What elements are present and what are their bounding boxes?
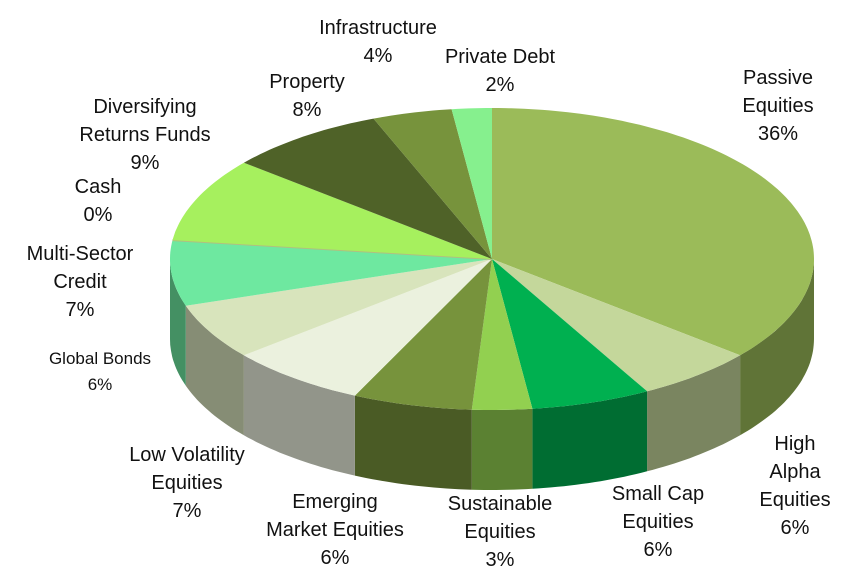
value-label: 0%	[83, 204, 113, 226]
value-label: 9%	[130, 152, 160, 174]
category-name: Diversifying Returns Funds	[79, 96, 211, 146]
slice	[243, 118, 492, 259]
value-label: 4%	[363, 45, 393, 67]
data-label: Cash 0%	[75, 173, 122, 229]
slice	[471, 259, 533, 410]
slice-side	[532, 391, 648, 489]
slice	[354, 259, 492, 410]
value-label: 6%	[320, 547, 350, 569]
value-label: 8%	[292, 99, 322, 121]
category-name: Property	[269, 71, 345, 93]
data-label: Emerging Market Equities 6%	[266, 488, 404, 572]
category-name: Low Volatility Equities	[129, 444, 245, 494]
data-label: Small Cap Equities 6%	[612, 480, 704, 564]
data-label: Private Debt 2%	[445, 43, 555, 99]
slice	[170, 240, 492, 306]
category-name: Small Cap Equities	[611, 483, 705, 533]
slice-side	[243, 355, 355, 476]
value-label: 36%	[757, 123, 799, 145]
data-label: Property 8%	[269, 68, 345, 124]
category-name: Multi-Sector Credit	[26, 243, 134, 293]
category-name: Emerging Market Equities	[266, 491, 404, 541]
slice	[172, 162, 492, 259]
category-name: High Alpha Equities	[759, 433, 831, 511]
value-label: 7%	[65, 299, 95, 321]
slice-side	[185, 305, 244, 436]
data-label: Multi-Sector Credit 7%	[27, 240, 134, 324]
value-label: 7%	[172, 500, 202, 522]
value-label: 2%	[485, 74, 515, 96]
slice-side	[170, 259, 186, 386]
slice	[373, 109, 492, 259]
slice-side	[740, 259, 814, 436]
category-name: Sustainable Equities	[447, 493, 553, 543]
value-label: 6%	[87, 375, 113, 394]
slice	[243, 259, 492, 396]
value-label: 6%	[643, 539, 673, 561]
data-label: Infrastructure 4%	[319, 14, 437, 70]
category-name: Cash	[74, 176, 122, 198]
slice-side	[647, 355, 741, 472]
slice-side	[354, 395, 472, 490]
slice	[492, 259, 648, 409]
slice-side	[471, 408, 533, 490]
slice	[185, 259, 493, 356]
category-name: Private Debt	[444, 46, 556, 68]
slice	[451, 108, 492, 259]
value-label: 6%	[780, 517, 810, 539]
value-label: 3%	[485, 549, 515, 571]
data-label: Passive Equities 36%	[742, 64, 813, 148]
data-label: Diversifying Returns Funds 9%	[79, 93, 210, 177]
slice	[492, 108, 814, 356]
slice	[492, 259, 741, 392]
data-label: Global Bonds 6%	[49, 346, 151, 398]
data-label: Low Volatility Equities 7%	[129, 441, 245, 525]
data-label: High Alpha Equities 6%	[759, 430, 831, 542]
category-name: Infrastructure	[319, 17, 437, 39]
category-name: Global Bonds	[48, 349, 152, 368]
data-label: Sustainable Equities 3%	[448, 490, 553, 574]
category-name: Passive Equities	[742, 67, 814, 117]
